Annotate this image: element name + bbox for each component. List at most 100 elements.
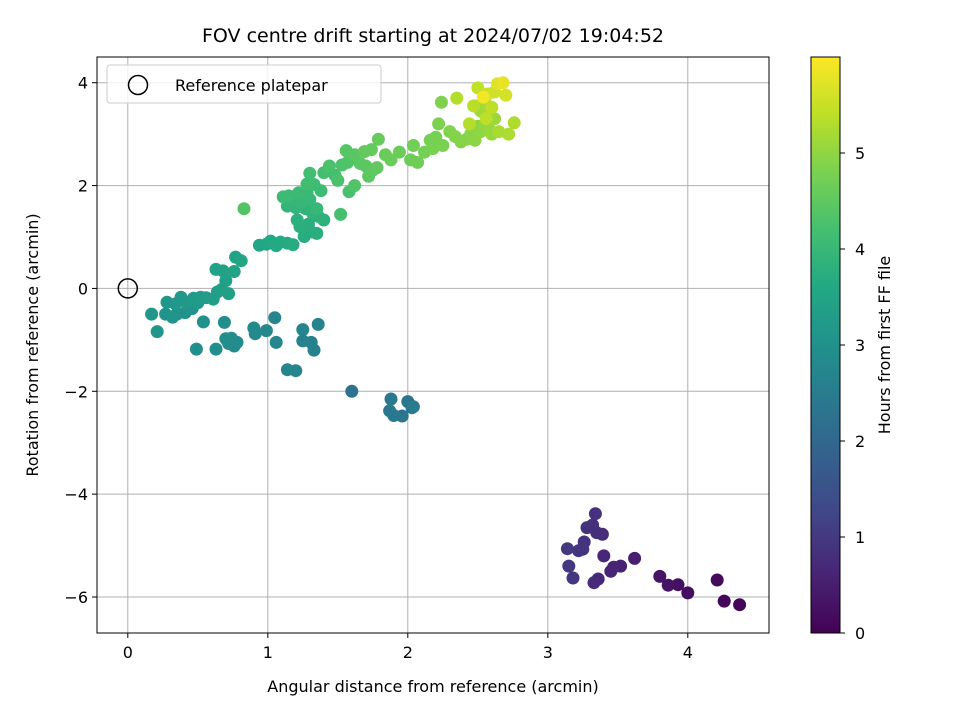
- data-point: [671, 578, 685, 592]
- data-point: [580, 521, 594, 535]
- data-point: [196, 315, 210, 329]
- x-tick-label: 2: [403, 643, 413, 662]
- y-axis-ticks: −6 −4 −2 0 2 4: [64, 74, 97, 607]
- data-point: [280, 363, 294, 377]
- data-point: [604, 564, 618, 578]
- colorbar-tick-label: 4: [855, 240, 865, 259]
- chart-title: FOV centre drift starting at 2024/07/02 …: [202, 25, 664, 47]
- data-point: [371, 132, 385, 146]
- data-point: [436, 139, 450, 152]
- colorbar-label: Hours from first FF file: [875, 256, 894, 435]
- data-point: [370, 161, 384, 175]
- data-point: [150, 325, 164, 339]
- data-point: [384, 392, 398, 406]
- data-point: [334, 207, 348, 221]
- data-point: [492, 125, 506, 139]
- data-point: [189, 342, 203, 356]
- data-point: [348, 179, 362, 193]
- data-point: [296, 334, 310, 348]
- data-point: [434, 95, 448, 109]
- legend-marker-icon: [127, 74, 149, 96]
- colorbar-tick-label: 1: [855, 528, 865, 547]
- data-point: [345, 384, 359, 398]
- data-point: [462, 117, 476, 131]
- data-point: [450, 91, 464, 105]
- data-point: [560, 542, 574, 556]
- data-point: [406, 139, 420, 152]
- data-point: [681, 586, 695, 600]
- colorbar-tick-label: 3: [855, 336, 865, 355]
- data-point: [566, 571, 580, 585]
- data-point: [247, 321, 261, 335]
- data-point: [476, 90, 490, 104]
- data-point: [219, 274, 233, 288]
- x-tick-label: 4: [683, 643, 693, 662]
- colorbar-ticks: 0 1 2 3 4 5: [840, 144, 865, 643]
- x-tick-label: 1: [263, 643, 273, 662]
- data-point: [286, 238, 300, 252]
- data-point: [237, 202, 251, 216]
- legend-box: [106, 64, 382, 104]
- y-tick-label: 0: [78, 279, 88, 298]
- data-point: [217, 315, 231, 329]
- colorbar-tick-label: 2: [855, 432, 865, 451]
- data-point: [499, 88, 513, 102]
- x-axis-ticks: 0 1 2 3 4: [123, 633, 693, 662]
- data-point: [587, 576, 601, 590]
- y-tick-label: 4: [78, 74, 88, 93]
- data-point: [661, 578, 675, 592]
- colorbar-tick-label: 5: [855, 144, 865, 163]
- data-point: [733, 598, 747, 612]
- data-point: [588, 507, 602, 521]
- y-tick-label: 2: [78, 177, 88, 196]
- data-point: [300, 177, 314, 191]
- y-tick-label: −6: [64, 588, 88, 607]
- colorbar: [811, 57, 840, 633]
- data-point: [303, 166, 317, 180]
- data-point: [479, 112, 493, 126]
- data-point: [276, 190, 290, 204]
- data-point: [317, 213, 331, 227]
- data-point: [259, 324, 273, 338]
- y-tick-label: −2: [64, 382, 88, 401]
- data-point: [268, 311, 282, 325]
- reference-marker: [117, 278, 139, 299]
- data-point: [485, 100, 499, 114]
- y-axis-label: Rotation from reference (arcmin): [23, 213, 42, 476]
- data-point: [411, 155, 425, 169]
- data-point: [209, 262, 223, 276]
- data-point: [227, 265, 241, 278]
- data-point: [292, 186, 306, 200]
- colorbar-tick-label: 0: [855, 624, 865, 643]
- reference-point-marker: [117, 278, 139, 299]
- data-point: [222, 287, 236, 301]
- x-tick-label: 0: [123, 643, 133, 662]
- data-point: [311, 317, 325, 331]
- data-point: [159, 307, 173, 321]
- data-point: [384, 153, 398, 167]
- data-point: [219, 332, 233, 346]
- data-point: [432, 117, 446, 131]
- data-point: [717, 594, 731, 608]
- data-point: [507, 116, 521, 130]
- data-point: [597, 549, 611, 563]
- data-point: [322, 159, 336, 173]
- data-point: [406, 400, 420, 414]
- data-point: [710, 573, 724, 587]
- data-point: [628, 551, 642, 565]
- data-point: [331, 173, 345, 187]
- data-point: [310, 202, 324, 216]
- x-axis-label: Angular distance from reference (arcmin): [267, 677, 598, 696]
- data-point: [496, 76, 510, 90]
- data-point: [392, 145, 406, 159]
- data-point: [310, 226, 324, 240]
- data-points: [145, 76, 747, 612]
- data-point: [426, 142, 440, 155]
- legend-entry-reference: Reference platepar: [175, 76, 328, 95]
- y-tick-label: −4: [64, 485, 88, 504]
- data-point: [572, 544, 586, 558]
- data-point: [562, 559, 576, 573]
- data-point: [383, 404, 397, 418]
- data-point: [296, 323, 310, 337]
